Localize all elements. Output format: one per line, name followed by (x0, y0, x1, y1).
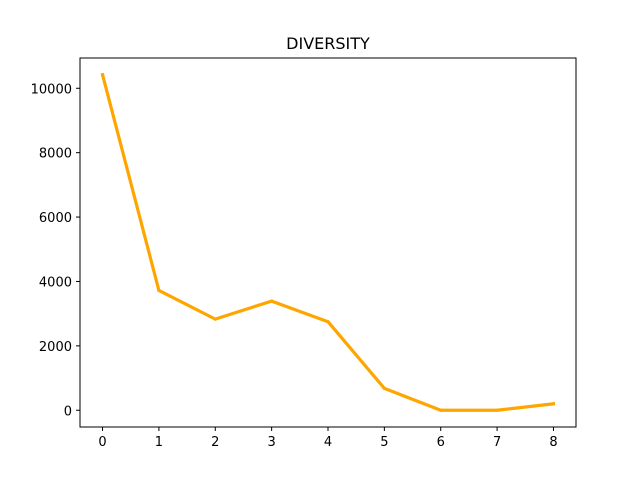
y-tick-label: 6000 (39, 211, 72, 226)
x-tick-label: 3 (267, 435, 275, 450)
x-tick-label: 2 (211, 435, 219, 450)
x-tick-label: 6 (437, 435, 445, 450)
y-axis: 0 2000 4000 6000 8000 10000 (31, 82, 80, 419)
chart-title: DIVERSITY (286, 34, 370, 53)
data-point (157, 288, 161, 293)
x-tick-label: 1 (155, 435, 163, 450)
x-tick-label: 7 (493, 435, 501, 450)
x-tick-label: 4 (324, 435, 332, 450)
data-point (551, 402, 556, 406)
plot-area: 0 1 2 3 4 5 6 7 8 0 2000 4000 6000 8000 10000 (31, 57, 577, 450)
data-point (495, 408, 499, 412)
x-axis: 0 1 2 3 4 5 6 7 8 (98, 427, 558, 450)
y-tick-label: 10000 (31, 82, 72, 97)
y-tick-label: 0 (64, 404, 72, 419)
y-tick-label: 2000 (39, 340, 72, 355)
data-point (213, 317, 217, 321)
x-tick-label: 5 (380, 435, 388, 450)
x-tick-label: 8 (549, 435, 557, 450)
axes-frame (79, 57, 577, 428)
data-point (326, 320, 330, 324)
data-point (382, 386, 386, 390)
y-tick-label: 8000 (39, 147, 72, 162)
y-tick-label: 4000 (39, 275, 72, 290)
x-tick-label: 0 (98, 435, 106, 450)
data-point (439, 408, 443, 412)
data-point (270, 299, 274, 303)
data-point (100, 73, 105, 77)
series-layer (100, 72, 556, 412)
